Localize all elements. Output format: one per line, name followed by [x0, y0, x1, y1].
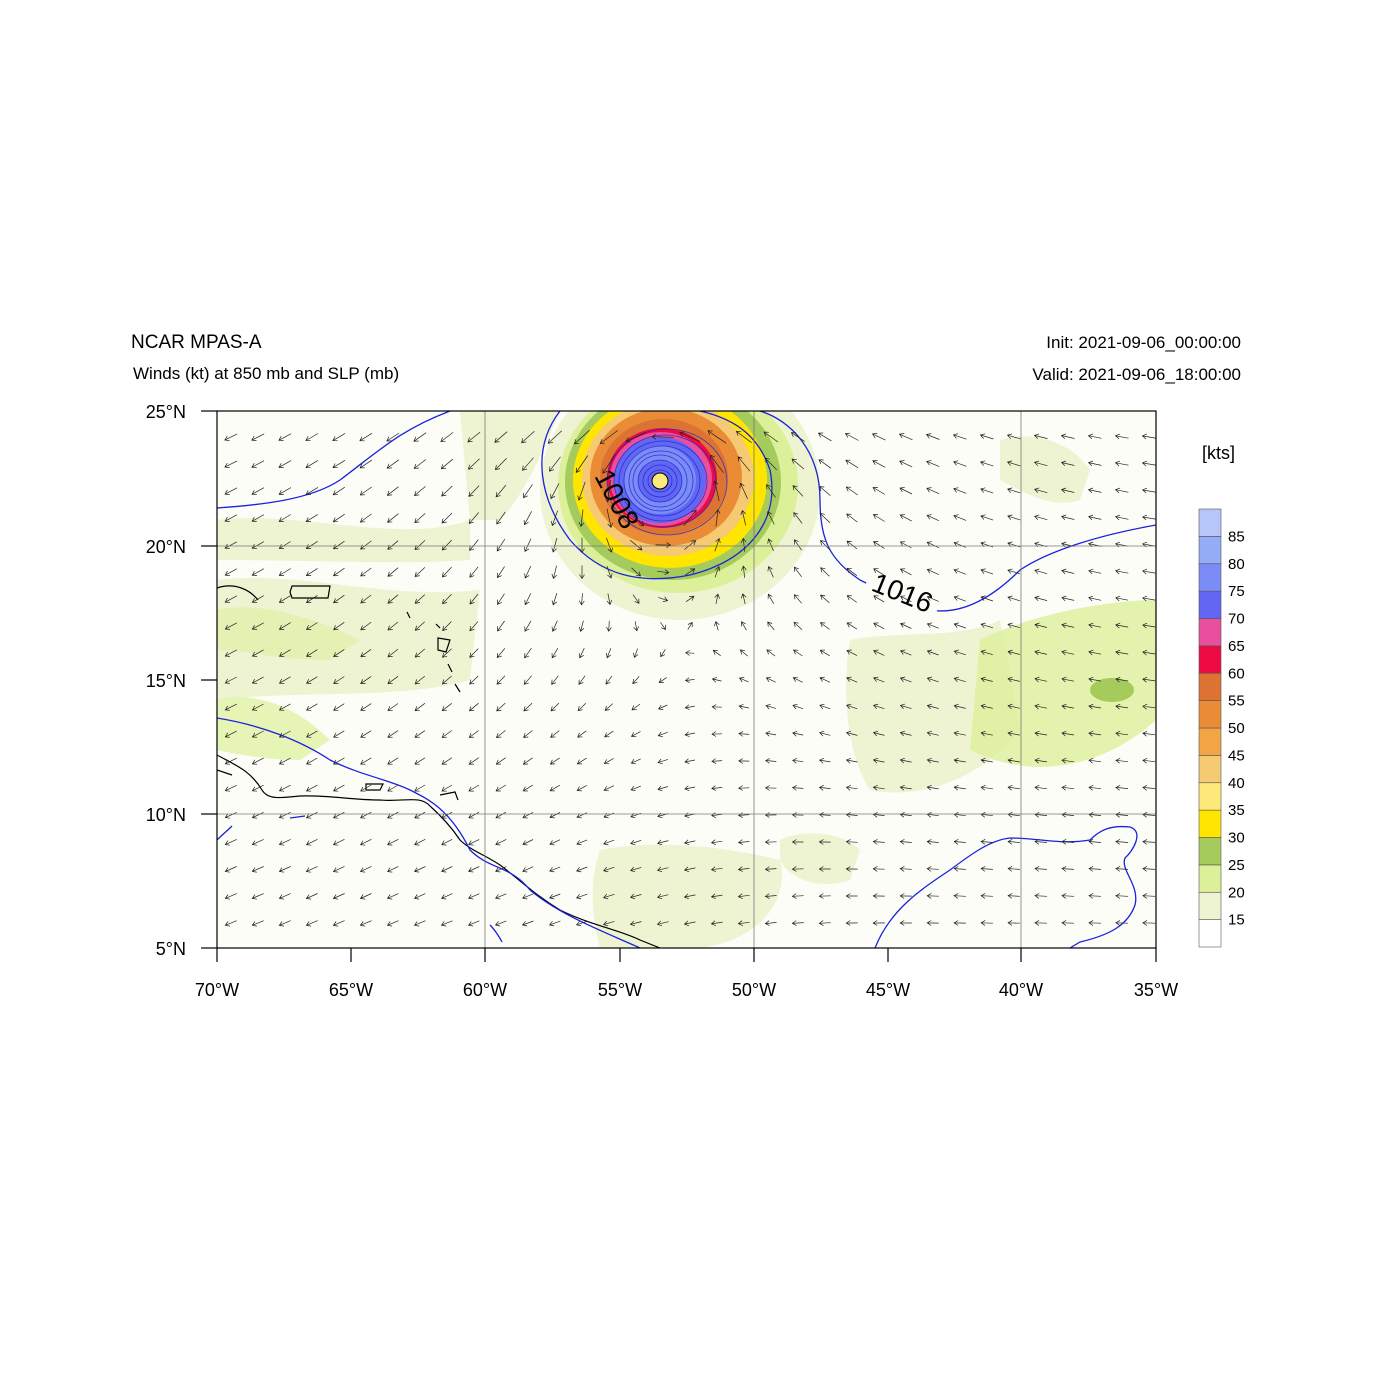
colorbar-swatch	[1198, 590, 1222, 619]
lat-label-5n: 5°N	[156, 939, 186, 959]
colorbar-swatch	[1198, 645, 1222, 674]
colorbar-level-label: 45	[1228, 747, 1245, 764]
model-title: NCAR MPAS-A	[131, 332, 262, 353]
lon-label-45w: 45°W	[866, 980, 910, 1000]
plot-subtitle: Winds (kt) at 850 mb and SLP (mb)	[133, 364, 400, 383]
colorbar-level-label: 35	[1228, 802, 1245, 819]
colorbar-level-label: 75	[1228, 583, 1245, 600]
colorbar-swatch	[1198, 672, 1222, 701]
colorbar-level-label: 60	[1228, 665, 1245, 682]
colorbar-swatch	[1198, 618, 1222, 647]
colorbar-swatch	[1198, 891, 1222, 920]
colorbar-swatch	[1198, 782, 1222, 811]
colorbar-level-label: 55	[1228, 693, 1245, 710]
colorbar-level-label: 85	[1228, 528, 1245, 545]
colorbar-level-label: 20	[1228, 884, 1245, 901]
colorbar-level-label: 65	[1228, 638, 1245, 655]
colorbar: 15 20 25 30 35 40 45 50 55 60 65 70 75 80 85	[1198, 508, 1245, 948]
lat-label-15n: 15°N	[146, 671, 186, 691]
colorbar-level-label: 70	[1228, 611, 1245, 628]
colorbar-swatch	[1198, 727, 1222, 756]
colorbar-swatch	[1198, 919, 1222, 948]
colorbar-level-label: 40	[1228, 775, 1245, 792]
colorbar-swatch	[1198, 563, 1222, 592]
lon-label-65w: 65°W	[329, 980, 373, 1000]
colorbar-swatch	[1198, 508, 1222, 537]
lon-label-55w: 55°W	[598, 980, 642, 1000]
colorbar-level-label: 15	[1228, 912, 1245, 929]
colorbar-swatch	[1198, 755, 1222, 784]
lat-label-20n: 20°N	[146, 537, 186, 557]
valid-time: Valid: 2021-09-06_18:00:00	[1032, 365, 1241, 384]
lat-label-25n: 25°N	[146, 402, 186, 422]
init-time: Init: 2021-09-06_00:00:00	[1046, 333, 1241, 352]
lon-label-60w: 60°W	[463, 980, 507, 1000]
lon-label-35w: 35°W	[1134, 980, 1178, 1000]
lat-label-10n: 10°N	[146, 805, 186, 825]
colorbar-swatch	[1198, 864, 1222, 893]
colorbar-units: [kts]	[1202, 443, 1235, 463]
colorbar-swatch	[1198, 700, 1222, 729]
lon-label-40w: 40°W	[999, 980, 1043, 1000]
colorbar-level-label: 25	[1228, 857, 1245, 874]
gridlines	[217, 411, 1156, 948]
colorbar-swatch	[1198, 837, 1222, 866]
colorbar-level-label: 50	[1228, 720, 1245, 737]
axis-ticks	[201, 410, 1157, 962]
lon-label-70w: 70°W	[195, 980, 239, 1000]
colorbar-swatch	[1198, 809, 1222, 838]
colorbar-swatch	[1198, 536, 1222, 565]
colorbar-level-label: 30	[1228, 830, 1245, 847]
lon-label-50w: 50°W	[732, 980, 776, 1000]
colorbar-level-label: 80	[1228, 556, 1245, 573]
